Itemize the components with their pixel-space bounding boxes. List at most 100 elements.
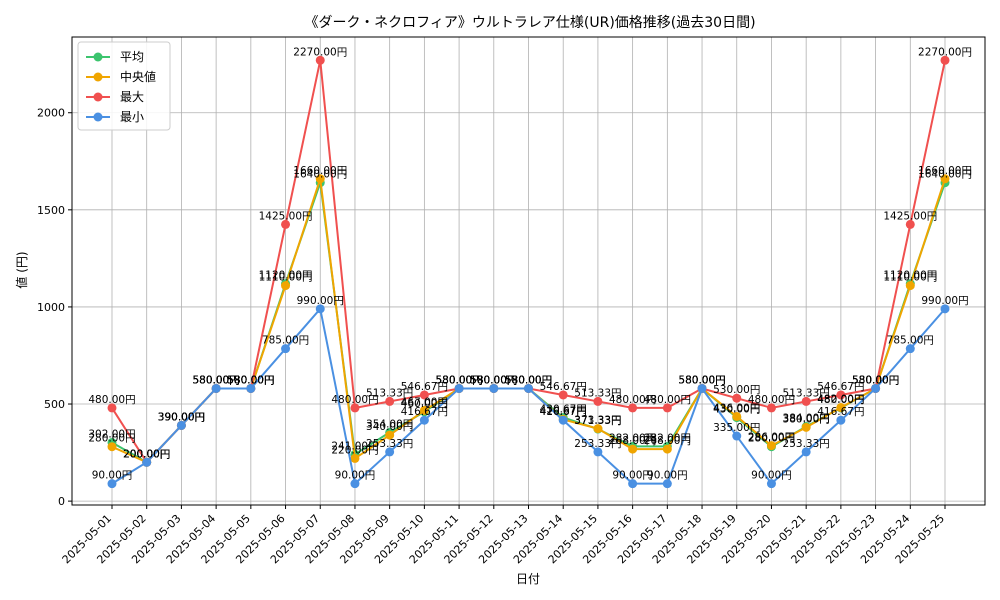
data-label: 482.00円 — [817, 394, 864, 406]
data-label: 580.00円 — [227, 374, 274, 386]
y-axis-label: 値 (円) — [14, 251, 29, 288]
data-label: 580.00円 — [227, 374, 274, 386]
data-label: 580.00円 — [227, 374, 274, 386]
data-label: 200.00円 — [123, 448, 170, 460]
data-label: 1660.00円 — [293, 165, 347, 177]
data-point — [419, 415, 429, 425]
data-point — [766, 403, 776, 413]
y-tick-label: 2000 — [37, 107, 65, 120]
data-label: 785.00円 — [887, 335, 934, 347]
data-point — [176, 420, 186, 430]
data-label: 380.00円 — [783, 413, 830, 425]
data-label: 1640.00円 — [293, 169, 347, 181]
data-label: 580.00円 — [193, 374, 240, 386]
axes: 2025-05-012025-05-022025-05-032025-05-04… — [37, 36, 986, 566]
y-tick-label: 1000 — [37, 301, 65, 314]
data-label: 580.00円 — [435, 374, 482, 386]
data-label: 1110.00円 — [259, 272, 313, 284]
data-label: 480.00円 — [609, 394, 656, 406]
data-label: 990.00円 — [921, 295, 968, 307]
data-point — [281, 344, 291, 354]
data-point — [454, 383, 464, 393]
data-label: 436.00円 — [713, 402, 760, 414]
data-label: 90.00円 — [751, 470, 792, 482]
data-label: 200.00円 — [123, 448, 170, 460]
data-point — [732, 431, 742, 441]
data-point — [836, 415, 846, 425]
data-point — [593, 424, 603, 434]
data-point — [350, 403, 360, 413]
data-point — [558, 390, 568, 400]
data-point — [628, 444, 638, 454]
data-label: 513.33円 — [783, 387, 830, 399]
data-point — [593, 447, 603, 457]
chart-title: 《ダーク・ネクロフィア》ウルトラレア仕様(UR)価格推移(過去30日間) — [304, 15, 755, 31]
data-label: 90.00円 — [612, 470, 653, 482]
data-point — [107, 479, 117, 489]
data-point — [836, 390, 846, 400]
data-point — [697, 383, 707, 393]
data-point — [628, 403, 638, 413]
data-point — [315, 55, 325, 65]
data-label: 430.67円 — [540, 403, 587, 415]
data-labels: 302.00円200.00円390.00円580.00円580.00円1120.… — [88, 46, 972, 481]
plot-frame — [71, 36, 986, 506]
data-label: 460.00円 — [401, 398, 448, 410]
data-point — [940, 304, 950, 314]
y-tick-label: 500 — [44, 398, 65, 411]
legend-entry: 最大 — [120, 90, 144, 104]
data-point — [766, 479, 776, 489]
data-point — [905, 281, 915, 291]
data-label: 546.67円 — [401, 381, 448, 393]
data-point — [107, 403, 117, 413]
data-label: 253.33円 — [366, 438, 413, 450]
data-label: 467.00円 — [401, 396, 448, 408]
data-label: 1425.00円 — [259, 210, 313, 222]
data-label: 580.00円 — [470, 374, 517, 386]
data-point — [246, 383, 256, 393]
data-label: 580.00円 — [435, 374, 482, 386]
data-point — [662, 403, 672, 413]
data-point — [940, 55, 950, 65]
data-label: 580.00円 — [470, 374, 517, 386]
data-label: 268.00円 — [644, 435, 691, 447]
data-point — [558, 415, 568, 425]
data-label: 420.67円 — [540, 405, 587, 417]
data-label: 253.33円 — [574, 438, 621, 450]
data-label: 546.67円 — [817, 381, 864, 393]
data-label: 580.00円 — [505, 374, 552, 386]
data-label: 480.00円 — [331, 394, 378, 406]
data-label: 530.00円 — [713, 384, 760, 396]
data-label: 580.00円 — [470, 374, 517, 386]
data-label: 282.00円 — [644, 432, 691, 444]
data-label: 580.00円 — [193, 374, 240, 386]
data-label: 580.00円 — [678, 374, 725, 386]
data-label: 90.00円 — [92, 470, 133, 482]
data-label: 580.00円 — [678, 374, 725, 386]
data-label: 220.00円 — [331, 444, 378, 456]
data-label: 416.67円 — [817, 406, 864, 418]
legend-box — [77, 41, 171, 131]
data-label: 430.00円 — [713, 404, 760, 416]
data-label: 390.00円 — [158, 411, 205, 423]
data-point — [281, 219, 291, 229]
data-point — [315, 304, 325, 314]
y-tick-label: 0 — [58, 495, 65, 508]
data-label: 580.00円 — [470, 374, 517, 386]
data-label: 354.00円 — [366, 418, 413, 430]
data-point — [142, 457, 152, 467]
legend-entry: 最小 — [120, 110, 144, 124]
data-label: 340.00円 — [366, 421, 413, 433]
data-label: 785.00円 — [262, 335, 309, 347]
data-point — [871, 383, 881, 393]
data-point — [107, 442, 117, 452]
y-tick-label: 1500 — [37, 204, 65, 217]
data-label: 580.00円 — [505, 374, 552, 386]
data-label: 513.33円 — [574, 387, 621, 399]
data-point — [211, 383, 221, 393]
data-label: 90.00円 — [647, 470, 688, 482]
data-label: 580.00円 — [227, 374, 274, 386]
data-label: 580.00円 — [505, 374, 552, 386]
